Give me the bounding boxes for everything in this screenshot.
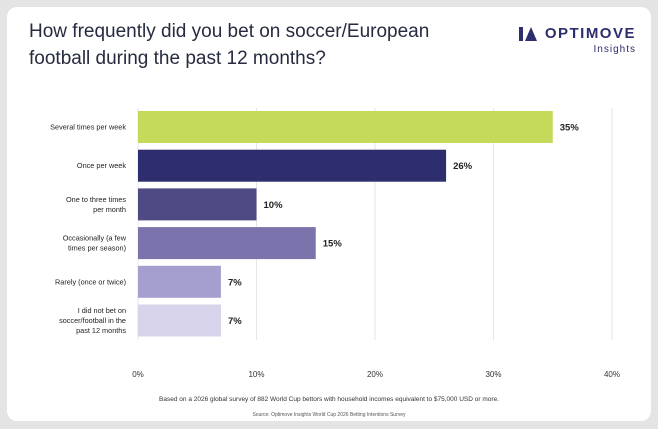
value-label: 15% bbox=[323, 239, 343, 250]
category-label-line: Rarely (once or twice) bbox=[55, 277, 126, 286]
category-label-line: Several times per week bbox=[50, 123, 126, 132]
bar-layer bbox=[138, 111, 553, 337]
x-tick-label: 40% bbox=[604, 370, 620, 379]
category-label: Once per week bbox=[77, 161, 126, 170]
category-label-line: past 12 months bbox=[76, 326, 126, 335]
survey-note: Based on a 2026 global survey of 882 Wor… bbox=[159, 396, 499, 403]
category-label-line: soccer/football in the bbox=[59, 316, 126, 325]
bar bbox=[138, 227, 316, 260]
category-label: Several times per week bbox=[50, 123, 126, 132]
x-tick-label: 30% bbox=[485, 370, 501, 379]
chart-title-line-2: football during the past 12 months? bbox=[29, 48, 326, 69]
brand-logo: OPTIMOVE Insights bbox=[518, 25, 636, 55]
value-label: 7% bbox=[228, 277, 242, 288]
category-label-line: per month bbox=[93, 205, 126, 214]
x-tick-label: 10% bbox=[248, 370, 264, 379]
category-label-line: I did not bet on bbox=[78, 306, 126, 315]
category-label-line: times per season) bbox=[68, 244, 126, 253]
bar bbox=[138, 188, 257, 221]
category-label-line: Once per week bbox=[77, 161, 126, 170]
optimove-logo-icon bbox=[518, 26, 537, 41]
chart-title-line-1: How frequently did you bet on soccer/Eur… bbox=[29, 21, 430, 42]
chart-title: How frequently did you bet on soccer/Eur… bbox=[29, 18, 469, 72]
category-label: I did not bet on soccer/football in the pa… bbox=[59, 306, 126, 335]
category-label: One to three times per month bbox=[66, 195, 126, 214]
category-label: Rarely (once or twice) bbox=[55, 277, 126, 286]
value-label: 7% bbox=[228, 316, 242, 327]
bar bbox=[138, 149, 447, 182]
value-label: 10% bbox=[264, 200, 284, 211]
category-label-line: Occasionally (a few bbox=[63, 234, 127, 243]
brand-subtitle: Insights bbox=[593, 44, 636, 55]
bar bbox=[138, 111, 553, 143]
category-label: Occasionally (a few times per season) bbox=[63, 234, 127, 253]
value-label: 35% bbox=[560, 123, 580, 134]
category-label-line: One to three times bbox=[66, 195, 126, 204]
x-tick-label: 20% bbox=[367, 370, 383, 379]
bar bbox=[138, 304, 221, 337]
brand-name: OPTIMOVE bbox=[544, 25, 636, 42]
source-note: Source: Optimove Insights World Cup 2026… bbox=[252, 412, 406, 418]
label-layer: 0% 10% 20% 30% 40% 35% Several times per week 2… bbox=[50, 123, 620, 380]
value-label: 26% bbox=[453, 161, 473, 172]
chart-card bbox=[7, 7, 651, 421]
x-tick-label: 0% bbox=[132, 370, 144, 379]
grid-layer bbox=[137, 108, 613, 340]
bar bbox=[138, 265, 221, 298]
